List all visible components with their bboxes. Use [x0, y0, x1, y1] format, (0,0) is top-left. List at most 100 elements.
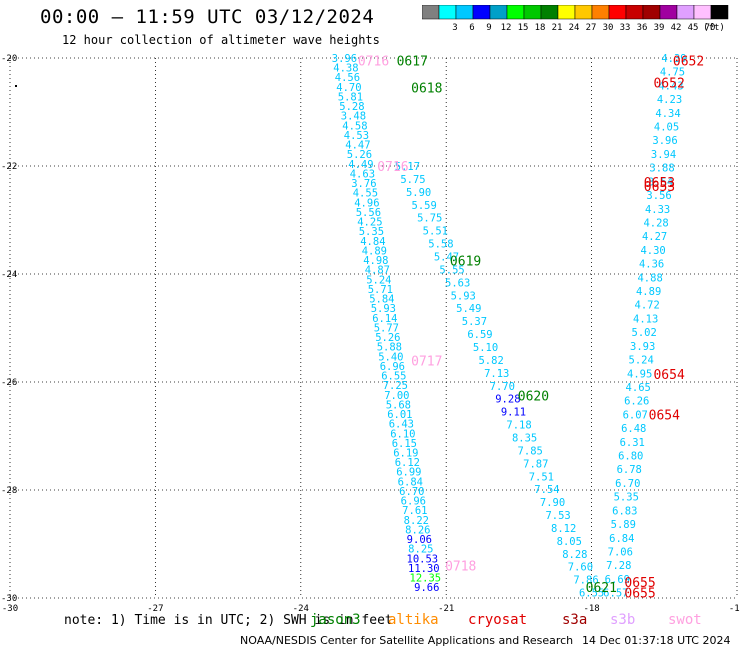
wave-height-value: 4.84: [360, 236, 385, 248]
lat-tick-label: -26: [1, 378, 17, 388]
wave-height-value: 4.36: [639, 259, 664, 271]
wave-height-value: 4.23: [657, 94, 682, 106]
colorbar-tick-label: 6: [469, 23, 474, 33]
page-subtitle: 12 hour collection of altimeter wave hei…: [62, 33, 380, 47]
wave-height-value: 4.38: [333, 63, 358, 75]
wave-height-value: 7.60: [568, 562, 593, 574]
wave-height-value: 4.70: [336, 82, 361, 94]
wave-height-value: 6.99: [396, 467, 421, 479]
wave-height-value: 6.96: [380, 361, 405, 373]
wave-height-value: 5.51: [423, 226, 448, 238]
wave-height-value: 5.90: [406, 187, 431, 199]
colorbar-tick-label: 36: [637, 23, 648, 33]
wave-height-value: 4.28: [643, 217, 668, 229]
colorbar-tick-label: 18: [535, 23, 546, 33]
credit-text: NOAA/NESDIS Center for Satellite Applica…: [240, 634, 574, 647]
colorbar-tick-label: 3: [452, 23, 457, 33]
wave-height-value: 5.49: [456, 303, 481, 315]
wave-height-value: 6.01: [387, 409, 412, 421]
wave-height-value: 4.05: [654, 122, 679, 134]
wave-height-value: 5.59: [412, 200, 437, 212]
wave-height-value: 6.55: [381, 371, 406, 383]
pass-time-label: 0618: [411, 82, 442, 97]
wave-height-value: 5.37: [462, 316, 487, 328]
lat-tick-label: -30: [1, 594, 17, 604]
wave-height-value: 6.07: [623, 409, 648, 421]
wave-height-value: 6.43: [389, 419, 414, 431]
satellite-jason3-label: jason3: [310, 612, 361, 628]
wave-height-value: 5.68: [386, 399, 411, 411]
wave-height-value: 7.90: [540, 497, 565, 509]
wave-height-value: 3.48: [341, 111, 366, 123]
wave-height-value: 8.05: [557, 536, 582, 548]
wave-height-value: 5.26: [347, 149, 372, 161]
wave-height-value: 5.40: [378, 351, 403, 363]
satellite-s3a-label: s3a: [562, 612, 588, 628]
wave-height-value: 7.86: [573, 575, 598, 587]
note-text: note: 1) Time is in UTC; 2) SWH is in fe…: [64, 613, 393, 628]
wave-height-value: 6.55: [579, 588, 604, 600]
wave-height-value: 8.26: [405, 524, 430, 536]
colorbar-tick-label: 70: [705, 23, 716, 33]
wave-height-value: 4.55: [353, 188, 378, 200]
colorbar-tick-label: 12: [501, 23, 512, 33]
wave-height-value: 6.80: [618, 451, 643, 463]
wave-height-value: 6.83: [612, 505, 637, 517]
wave-height-value: 9.28: [495, 394, 520, 406]
pass-time-label: 0716: [358, 55, 389, 70]
pass-time-label: 0654: [649, 408, 680, 423]
colorbar-tick-label: 27: [586, 23, 597, 33]
wave-height-value: 6.10: [390, 428, 415, 440]
colorbar-tick-label: 15: [518, 23, 529, 33]
lat-tick-label: -22: [1, 162, 17, 172]
lon-tick-label: -15: [729, 604, 740, 612]
wave-height-value: 7.61: [402, 505, 427, 517]
wave-height-value: 5.84: [369, 294, 394, 306]
wave-height-value: 4.96: [354, 197, 379, 209]
wave-height-value: 4.30: [640, 245, 665, 257]
lon-tick-label: -18: [583, 604, 599, 612]
wave-height-value: 4.33: [645, 204, 670, 216]
pass-time-label: 0716: [377, 160, 408, 175]
wave-height-value: 5.35: [359, 226, 384, 238]
wave-height-value: 4.13: [633, 313, 658, 325]
wave-height-value: 7.18: [506, 420, 531, 432]
wave-height-value: 6.84: [609, 533, 634, 545]
marker-dot: [15, 85, 17, 87]
wave-height-value: 5.55: [439, 264, 464, 276]
wave-height-value: 8.12: [551, 523, 576, 535]
wave-height-value: 4.75: [660, 67, 685, 79]
pass-time-label: 0654: [653, 368, 684, 383]
wave-height-value: 8.25: [408, 544, 433, 556]
wave-height-value: 5.71: [368, 284, 393, 296]
colorbar-tick-label: 9: [486, 23, 491, 33]
wave-height-value: 4.39: [661, 53, 686, 65]
wave-height-value: 4.53: [344, 130, 369, 142]
wave-height-value: 9.06: [407, 534, 432, 546]
wave-height-value: 11.30: [408, 563, 440, 575]
wave-height-value: 9.66: [414, 582, 439, 594]
wave-height-value: 7.06: [608, 546, 633, 558]
wave-height-value: 6.96: [401, 496, 426, 508]
wave-height-value: 6.31: [620, 437, 645, 449]
wave-height-value: 8.35: [512, 432, 537, 444]
wave-height-value: 5.47: [434, 251, 459, 263]
wave-height-value: 3.56: [646, 190, 671, 202]
wave-height-value: 4.98: [363, 255, 388, 267]
wave-height-value: 7.87: [523, 458, 548, 470]
colorbar-swatch: [710, 5, 729, 20]
wave-height-value: 5.81: [338, 91, 363, 103]
wave-height-value: 3.76: [351, 178, 376, 190]
wave-height-value: 7.25: [383, 380, 408, 392]
colorbar-tick-label: 21: [552, 23, 563, 33]
wave-height-value: 5.28: [339, 101, 364, 113]
pass-time-label: 0617: [397, 55, 428, 70]
wave-height-value: 7.54: [534, 484, 559, 496]
wave-height-value: 4.72: [635, 300, 660, 312]
wave-height-value: 6.19: [393, 447, 418, 459]
satellite-s3b-label: s3b: [610, 612, 636, 628]
wave-height-value: 7.53: [545, 510, 570, 522]
wave-height-value: 8.22: [404, 515, 429, 527]
wave-height-value: 3.93: [630, 341, 655, 353]
wave-height-value: 6.57: [603, 588, 628, 600]
